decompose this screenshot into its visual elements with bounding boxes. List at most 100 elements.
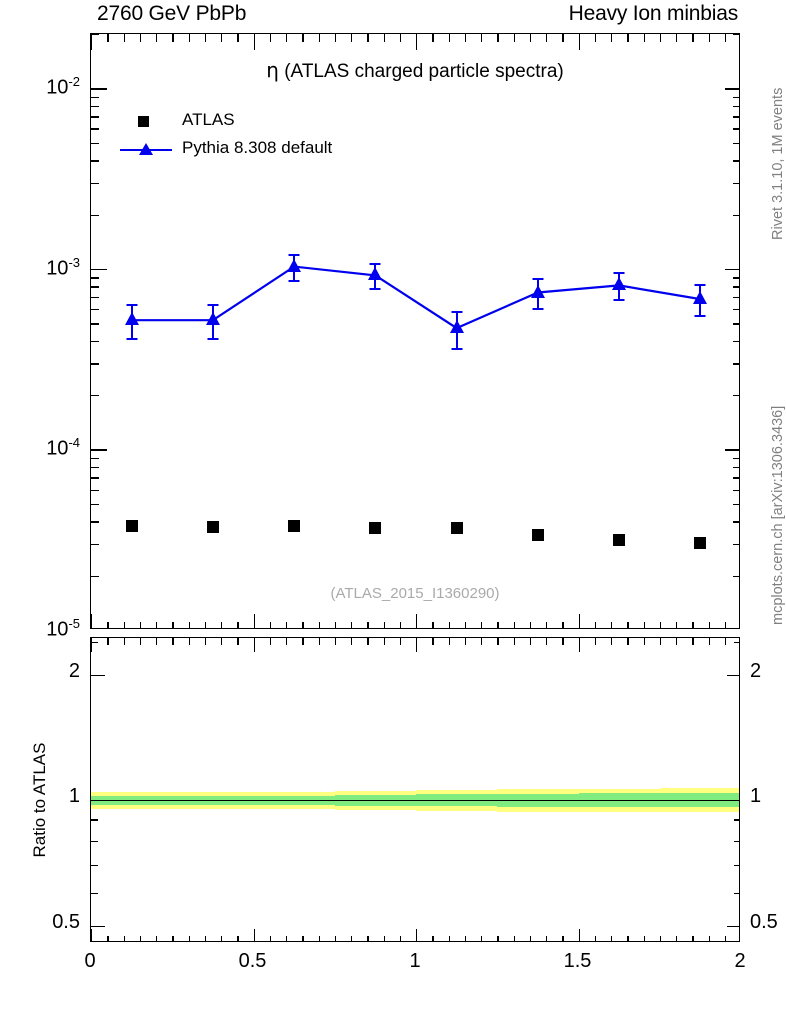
- axis-tick: [351, 622, 353, 628]
- axis-tick: [594, 34, 597, 42]
- axis-tick: [91, 88, 107, 90]
- axis-tick: [416, 614, 418, 628]
- error-bar-cap: [694, 314, 706, 317]
- axis-tick: [91, 105, 99, 108]
- square-marker[interactable]: [369, 522, 382, 535]
- axis-tick: [269, 638, 272, 645]
- axis-tick: [497, 936, 499, 941]
- error-bar-cap: [694, 284, 706, 287]
- error-bar-cap: [613, 271, 625, 274]
- x-tick-label: 0: [84, 950, 96, 972]
- axis-tick: [156, 34, 158, 42]
- axis-tick: [733, 277, 739, 279]
- axis-tick: [91, 160, 99, 162]
- axis-tick: [91, 268, 107, 271]
- axis-tick: [188, 34, 190, 42]
- axis-tick: [578, 929, 580, 941]
- axis-tick: [708, 936, 710, 941]
- axis-tick: [659, 638, 662, 645]
- axis-tick: [464, 638, 467, 645]
- axis-tick: [513, 622, 515, 628]
- axis-tick: [416, 34, 418, 50]
- axis-tick: [351, 936, 353, 941]
- square-marker[interactable]: [613, 534, 626, 547]
- triangle-marker[interactable]: [530, 284, 545, 298]
- axis-tick: [659, 34, 662, 42]
- axis-tick: [107, 622, 109, 628]
- axis-tick: [253, 929, 255, 941]
- axis-tick: [188, 936, 190, 941]
- square-marker[interactable]: [694, 536, 707, 549]
- main-plot-area: [90, 33, 740, 629]
- square-marker[interactable]: [288, 519, 301, 532]
- axis-tick: [91, 477, 99, 479]
- axis-tick: [156, 638, 158, 645]
- square-marker[interactable]: [206, 521, 219, 534]
- axis-tick: [286, 936, 288, 941]
- axis-tick: [156, 622, 158, 628]
- axis-tick: [367, 622, 369, 628]
- error-bar-cap: [207, 337, 219, 340]
- error-bar-cap: [207, 304, 219, 307]
- axis-tick: [383, 622, 385, 628]
- triangle-marker[interactable]: [449, 320, 464, 334]
- axis-tick: [692, 34, 694, 42]
- axis-tick: [91, 214, 99, 216]
- axis-tick: [733, 286, 739, 288]
- axis-tick: [724, 622, 727, 628]
- axis-tick: [172, 936, 174, 941]
- axis-tick: [91, 489, 99, 491]
- axis-tick: [318, 936, 320, 941]
- page-title-rest: (ATLAS charged particle spectra): [278, 61, 564, 82]
- square-marker[interactable]: [531, 529, 544, 542]
- error-bar-cap: [126, 337, 138, 340]
- axis-tick: [139, 936, 142, 941]
- triangle-marker[interactable]: [612, 277, 627, 291]
- axis-tick: [188, 638, 190, 645]
- axis-tick: [546, 622, 548, 628]
- triangle-marker-icon: [139, 143, 153, 155]
- square-marker[interactable]: [450, 521, 463, 534]
- square-marker[interactable]: [125, 520, 138, 533]
- axis-tick: [91, 674, 105, 677]
- axis-tick: [733, 105, 739, 108]
- axis-tick: [727, 674, 739, 677]
- triangle-marker[interactable]: [124, 312, 139, 326]
- axis-tick: [351, 34, 353, 42]
- axis-tick: [733, 214, 739, 216]
- axis-tick: [302, 936, 304, 941]
- axis-tick: [627, 622, 629, 628]
- triangle-marker[interactable]: [205, 312, 220, 326]
- axis-tick: [432, 34, 434, 42]
- axis-tick: [659, 936, 662, 941]
- triangle-marker[interactable]: [693, 291, 708, 305]
- axis-tick: [204, 936, 207, 941]
- axis-tick: [659, 622, 662, 628]
- axis-tick: [733, 521, 739, 523]
- header-process-label: Heavy Ion minbias: [568, 2, 739, 25]
- square-marker-icon: [138, 116, 149, 127]
- axis-tick: [611, 34, 613, 42]
- axis-tick: [221, 622, 223, 628]
- axis-tick: [464, 34, 467, 42]
- axis-tick: [107, 34, 109, 42]
- axis-tick: [733, 466, 739, 469]
- axis-tick: [269, 34, 272, 42]
- triangle-marker[interactable]: [368, 267, 383, 281]
- axis-tick: [123, 936, 125, 941]
- axis-tick: [546, 34, 548, 42]
- error-bar-cap: [451, 348, 463, 350]
- axis-tick: [734, 864, 739, 867]
- triangle-marker[interactable]: [287, 258, 302, 272]
- axis-tick: [643, 34, 645, 42]
- axis-tick: [448, 638, 450, 645]
- axis-tick: [221, 936, 223, 941]
- axis-tick: [724, 936, 727, 941]
- x-tick-label: 1: [409, 950, 421, 972]
- axis-tick: [448, 34, 450, 42]
- axis-tick: [172, 34, 174, 42]
- axis-tick: [383, 638, 385, 645]
- axis-tick: [123, 34, 125, 42]
- y-tick-label-main: 10-3: [46, 254, 80, 280]
